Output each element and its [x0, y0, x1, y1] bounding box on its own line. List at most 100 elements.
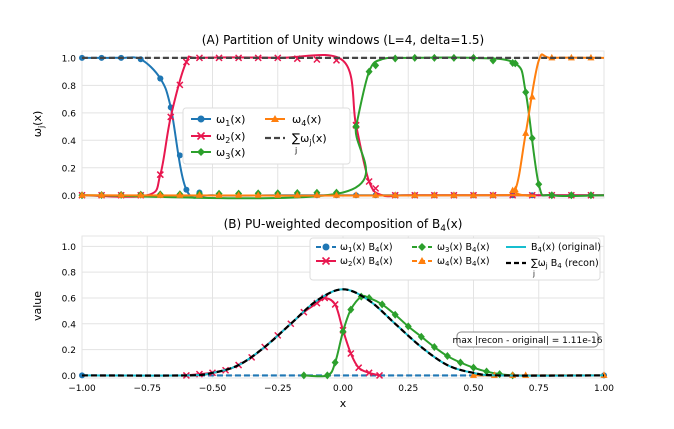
panel-b-series-1-marker-12	[331, 300, 339, 308]
panel-a-series-3-marker-10	[274, 191, 282, 198]
panel-b-x-tick-1: −0.75	[133, 384, 161, 394]
legend-b-w3-marker	[418, 243, 426, 251]
legend-a-sum-subscript: j	[294, 146, 297, 155]
panel-a-series-1-marker-31	[365, 177, 373, 186]
panel-a-y-tick-0: 0.0	[62, 192, 77, 202]
panel-b-series-2-marker-13	[456, 358, 464, 367]
panel-b-x-tick-8: 1.00	[594, 384, 614, 394]
legend-b-w2-marker	[321, 256, 331, 266]
panel-a-series-2-marker-30	[522, 88, 530, 97]
panel-a-y-tick-3: 0.6	[62, 109, 77, 119]
panel-a-series-3-marker-12	[313, 191, 321, 198]
panel-b-y-tick-3: 0.6	[62, 294, 77, 304]
panel-a-series-3-marker-21	[489, 191, 497, 198]
annotation-text: max |recon - original| = 1.11e-16	[453, 336, 603, 346]
panel-a-series-2-marker-27	[352, 122, 360, 131]
panel-a-series-3-marker-16	[391, 191, 399, 198]
legend-b-original-label: B4(x) (original)	[531, 242, 601, 254]
panel-a-series-1-marker-5	[176, 81, 184, 89]
panel-b-series-1-marker-14	[347, 349, 355, 358]
panel-a-series-1-marker-29	[182, 58, 190, 66]
panel-a-series-3-marker-8	[235, 191, 243, 198]
panel-b-x-tick-7: 0.75	[529, 384, 549, 394]
panel-a-y-ticks: 0.0 0.2 0.4 0.6 0.8 1.0	[62, 54, 77, 201]
panel-a-series-2-marker-24	[548, 191, 556, 200]
panel-b-series	[79, 288, 608, 380]
panel-a-series-3-marker-5	[176, 191, 184, 198]
panel-b-series-5-line	[81, 288, 605, 377]
panel-b-x-ticks: −1.00 −0.75 −0.50 −0.25 0.00 0.25 0.50 0.75 1.00	[68, 384, 614, 394]
panel-b-series-3-marker-0	[470, 371, 477, 378]
panel-a: 0.0 0.2 0.4 0.6 0.8 1.0 (A) Partition of Unit…	[31, 33, 605, 202]
panel-b-series-2-marker-0	[300, 371, 308, 380]
panel-a-y-tick-5: 1.0	[62, 54, 77, 64]
panel-b-y-tick-0: 0.0	[62, 372, 77, 382]
panel-b: 0.0 0.2 0.4 0.6 0.8 1.0 −1.00 −0.75 −0.50 −0.25 0…	[31, 217, 614, 410]
panel-a-series-3-marker-1	[98, 191, 106, 198]
panel-a-series-2-marker-25	[567, 191, 575, 200]
panel-b-series-2-marker-10	[417, 332, 425, 341]
panel-a-series-2-marker-29	[511, 59, 519, 68]
panel-a-series-2-marker-28	[365, 67, 373, 76]
legend-b-w2-label: ω2(x) B4(x)	[340, 256, 393, 268]
panel-b-series-1-marker-15	[355, 364, 363, 372]
panel-b-series-1-marker-16	[365, 369, 373, 377]
panel-a-series-3-marker-13	[332, 191, 340, 198]
panel-a-series-3-marker-20	[470, 191, 477, 198]
legend-a-w1-marker	[197, 115, 205, 123]
panel-a-series-0-marker-29	[183, 186, 190, 193]
panel-b-y-tick-5: 1.0	[62, 243, 77, 253]
panel-b-legend-box	[309, 237, 601, 281]
legend-b-w1-marker	[322, 243, 330, 251]
panel-b-x-tick-3: −0.25	[264, 384, 292, 394]
panel-b-legend: ω1(x) B4(x) ω2(x) B4(x) ω3(x) B4(x) ω4(x…	[309, 237, 601, 281]
panel-a-series-1-marker-10	[274, 54, 282, 62]
legend-b-w1-label: ω1(x) B4(x)	[340, 242, 393, 254]
panel-a-series-3-marker-27	[511, 185, 519, 193]
panel-a-series-0-marker-5	[176, 152, 183, 159]
panel-b-series-2-marker-8	[391, 310, 399, 319]
panel-b-y-ticks: 0.0 0.2 0.4 0.6 0.8 1.0	[62, 243, 77, 382]
panel-b-y-axis-label: value	[31, 291, 44, 321]
panel-b-series-2-marker-14	[470, 363, 477, 372]
panel-b-x-tick-6: 0.50	[463, 384, 483, 394]
panel-b-x-tick-0: −1.00	[68, 384, 96, 394]
panel-a-series-3-marker-18	[430, 191, 438, 198]
legend-a-w3-label: ω3(x)	[216, 146, 245, 161]
panel-a-series-3-marker-14	[352, 191, 360, 198]
panel-b-series-2-marker-7	[378, 300, 386, 309]
panel-a-series-2-marker-15	[372, 61, 380, 70]
panel-a-series-3-marker-9	[254, 191, 262, 198]
panel-b-x-tick-2: −0.50	[199, 384, 227, 394]
panel-a-series-3-marker-7	[215, 191, 223, 198]
panel-a-series-3-marker-17	[411, 191, 419, 198]
panel-a-series-3-marker-15	[372, 191, 380, 198]
panel-a-series-2-marker-16	[391, 54, 399, 63]
legend-b-w3-label: ω3(x) B4(x)	[437, 242, 490, 254]
panel-b-series-2-marker-12	[443, 352, 451, 361]
panel-a-series-1-marker-27	[156, 171, 164, 179]
panel-b-series-2-marker-2	[331, 358, 339, 367]
panel-b-series-1-marker-17	[376, 371, 384, 379]
legend-a-w3-marker	[197, 148, 205, 156]
panel-a-title: (A) Partition of Unity windows (L=4, del…	[202, 33, 484, 47]
panel-b-series-2-marker-1	[323, 371, 331, 380]
legend-b-recon-label: ∑ωj B4 (recon)	[531, 258, 599, 270]
panel-b-x-axis-label: x	[340, 397, 347, 410]
panel-b-x-tick-5: 0.25	[398, 384, 418, 394]
panel-a-legend: ω1(x) ω2(x) ω3(x) ω4(x) ∑ωj(x) j	[182, 107, 351, 165]
panel-a-series-1-marker-28	[167, 113, 175, 121]
annotation-box	[456, 331, 599, 348]
panel-b-x-tick-4: 0.00	[333, 384, 353, 394]
legend-b-recon-subscript: j	[532, 270, 535, 278]
panel-b-y-tick-4: 0.8	[62, 269, 77, 279]
panel-a-series-3-marker-6	[195, 191, 203, 198]
legend-b-w4-label: ω4(x) B4(x)	[437, 256, 490, 268]
panel-a-series-3-marker-4	[156, 191, 164, 198]
panel-a-series-3-marker-23	[528, 93, 536, 100]
panel-b-title: (B) PU-weighted decomposition of B4(x)	[224, 217, 463, 234]
panel-a-y-tick-1: 0.2	[62, 164, 76, 174]
panel-b-series-5	[81, 288, 605, 377]
panel-a-series-3-marker-28	[522, 129, 530, 136]
